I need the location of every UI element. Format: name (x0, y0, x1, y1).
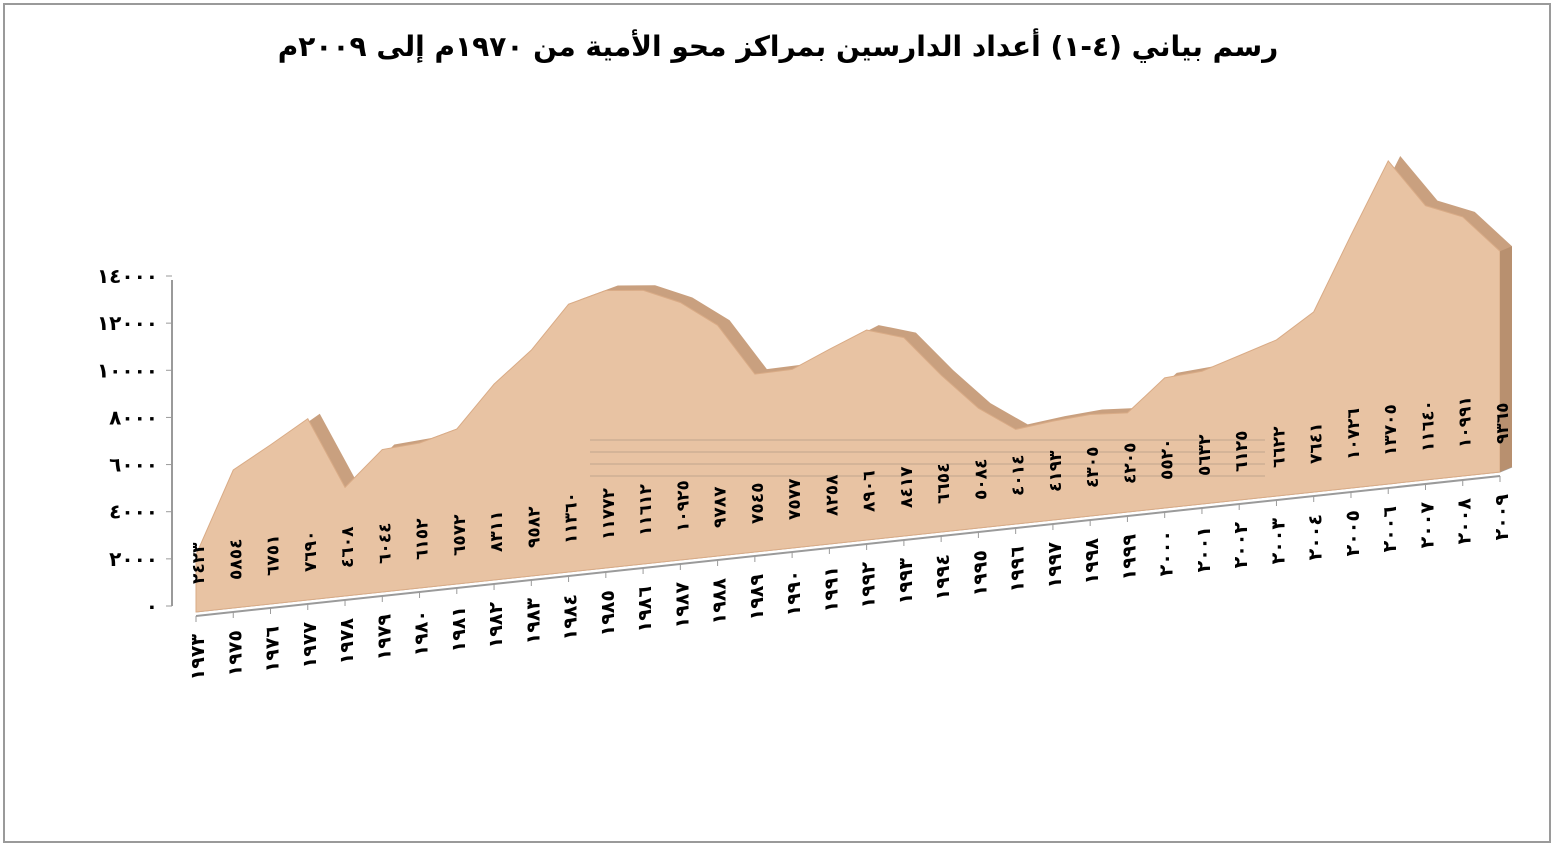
area-side-face (1500, 246, 1512, 472)
x-tick-label: ٢٠٠٢ (1230, 522, 1252, 569)
x-tick-label: ١٩٧٥ (224, 630, 246, 676)
data-label: ٤٢٠٥ (1120, 442, 1140, 484)
x-tick-label: ١٩٨٥ (597, 590, 619, 636)
x-tick-label: ٢٠٠٦ (1379, 506, 1401, 552)
x-tick-label: ١٩٨٢ (485, 602, 507, 649)
y-tick-label: ٤٠٠٠ (109, 500, 158, 524)
data-label: ٦١٥٢ (413, 518, 433, 560)
x-tick-label: ١٩٧٦ (262, 626, 284, 672)
x-tick-label: ٢٠٠٤ (1305, 514, 1327, 560)
x-tick-label: ١٩٩٨ (1081, 538, 1103, 585)
x-tick-label: ١٩٩٢ (858, 562, 880, 609)
data-label: ٧٥٤٥ (748, 482, 768, 524)
y-tick-label: ١٠٠٠٠ (97, 358, 158, 382)
y-tick-label: ١٢٠٠٠ (97, 311, 158, 335)
x-tick-label: ١٩٧٧ (299, 622, 321, 669)
data-label: ٤٦٠٨ (338, 526, 358, 568)
x-tick-label: ١٩٨٨ (709, 578, 731, 625)
data-label: ٦٧٥١ (264, 534, 284, 576)
x-tick-label: ١٩٧٨ (336, 618, 358, 665)
chart-title: رسم بياني (٤-١) أعداد الدارسين بمراكز مح… (277, 30, 1279, 63)
y-tick-label: ١٤٠٠٠ (97, 264, 158, 288)
data-label: ١١٣٦٠ (562, 492, 582, 544)
data-label: ٨٣١١ (487, 510, 507, 552)
data-label: ٤٠١٤ (1009, 454, 1029, 496)
x-tick-label: ١٩٧٩ (373, 614, 395, 661)
data-label: ٧٥٧٧ (785, 478, 805, 520)
x-tick-label: ١٩٩٥ (969, 550, 991, 596)
data-label: ٨٤١٧ (897, 466, 917, 508)
data-label: ٦٥٧٢ (450, 514, 470, 556)
data-label: ٦٠٤٤ (375, 522, 395, 564)
data-label: ٥٨٥٤ (226, 538, 246, 580)
x-tick-label: ٢٠٠٠ (1156, 530, 1178, 576)
x-tick-label: ١٩٩٦ (1007, 546, 1029, 592)
y-tick-label: ٠ (146, 594, 158, 618)
x-tick-label: ١٩٩١ (820, 566, 842, 612)
floor-edge (195, 475, 1501, 617)
data-label: ٤٣٠٥ (1083, 446, 1103, 488)
x-tick-label: ١٩٨٦ (634, 586, 656, 632)
data-label: ١١٧٧٢ (599, 487, 619, 540)
data-label: ٨٢٥٨ (822, 474, 842, 516)
x-tick-label: ٢٠٠٩ (1491, 494, 1513, 541)
x-tick-label: ٢٠٠٣ (1267, 518, 1289, 565)
x-tick-label: ١٩٩٣ (895, 558, 917, 605)
x-tick-label: ١٩٧٣ (187, 634, 209, 681)
data-label: ٩٣٦٥ (1493, 402, 1513, 444)
data-label: ٦٦٢٢ (1269, 426, 1289, 468)
data-label: ٩٥٨٢ (524, 506, 544, 548)
x-tick-label: ٢٠٠٨ (1454, 498, 1476, 545)
x-tick-label: ١٩٩٤ (932, 554, 954, 600)
x-tick-label: ١٩٨٧ (671, 582, 693, 629)
data-label: ٦٦٥٤ (934, 462, 954, 504)
x-tick-label: ١٩٩٩ (1118, 534, 1140, 581)
x-tick-label: ١٩٨٩ (746, 574, 768, 621)
data-label: ٤١٩٣ (1046, 450, 1066, 492)
data-label: ٧٦٤١ (1307, 422, 1327, 464)
x-tick-label: ١٩٨١ (448, 606, 470, 652)
data-label: ٨٩٠٦ (860, 470, 880, 512)
data-label: ٦١٢٥ (1232, 430, 1252, 472)
y-tick-label: ٢٠٠٠ (109, 547, 158, 571)
data-label: ١٠٩٩١ (1456, 396, 1476, 448)
data-label: ٥٥٢٠ (1158, 438, 1178, 480)
y-tick-label: ٦٠٠٠ (109, 453, 158, 477)
area-series (195, 160, 1501, 613)
x-tick-label: ١٩٨٣ (522, 598, 544, 645)
x-tick-label: ١٩٨٠ (411, 610, 433, 656)
data-label: ١١٦١٢ (636, 483, 656, 536)
x-tick-label: ١٩٨٤ (560, 594, 582, 640)
data-label: ٩٧٨٧ (711, 486, 731, 528)
data-label: ١٠٩٢٥ (673, 480, 693, 532)
x-tick-label: ٢٠٠٥ (1342, 510, 1364, 556)
x-tick-label: ٢٠٠١ (1193, 526, 1215, 572)
x-tick-label: ١٩٩٧ (1044, 542, 1066, 589)
data-label: ٧٦٩٠ (301, 530, 321, 572)
data-label: ٥٦٣٢ (1195, 434, 1215, 476)
data-label: ٥٠٨٤ (971, 458, 991, 500)
y-tick-label: ٨٠٠٠ (109, 405, 158, 429)
data-label: ١٣٧٠٥ (1381, 404, 1401, 456)
data-label: ١٠٧٢٦ (1344, 408, 1364, 460)
x-tick-label: ٢٠٠٧ (1416, 502, 1438, 549)
x-tick-label: ١٩٩٠ (783, 570, 805, 616)
data-label: ٢٤٢٣ (189, 542, 209, 584)
data-label: ١١٦٤٠ (1418, 400, 1438, 452)
